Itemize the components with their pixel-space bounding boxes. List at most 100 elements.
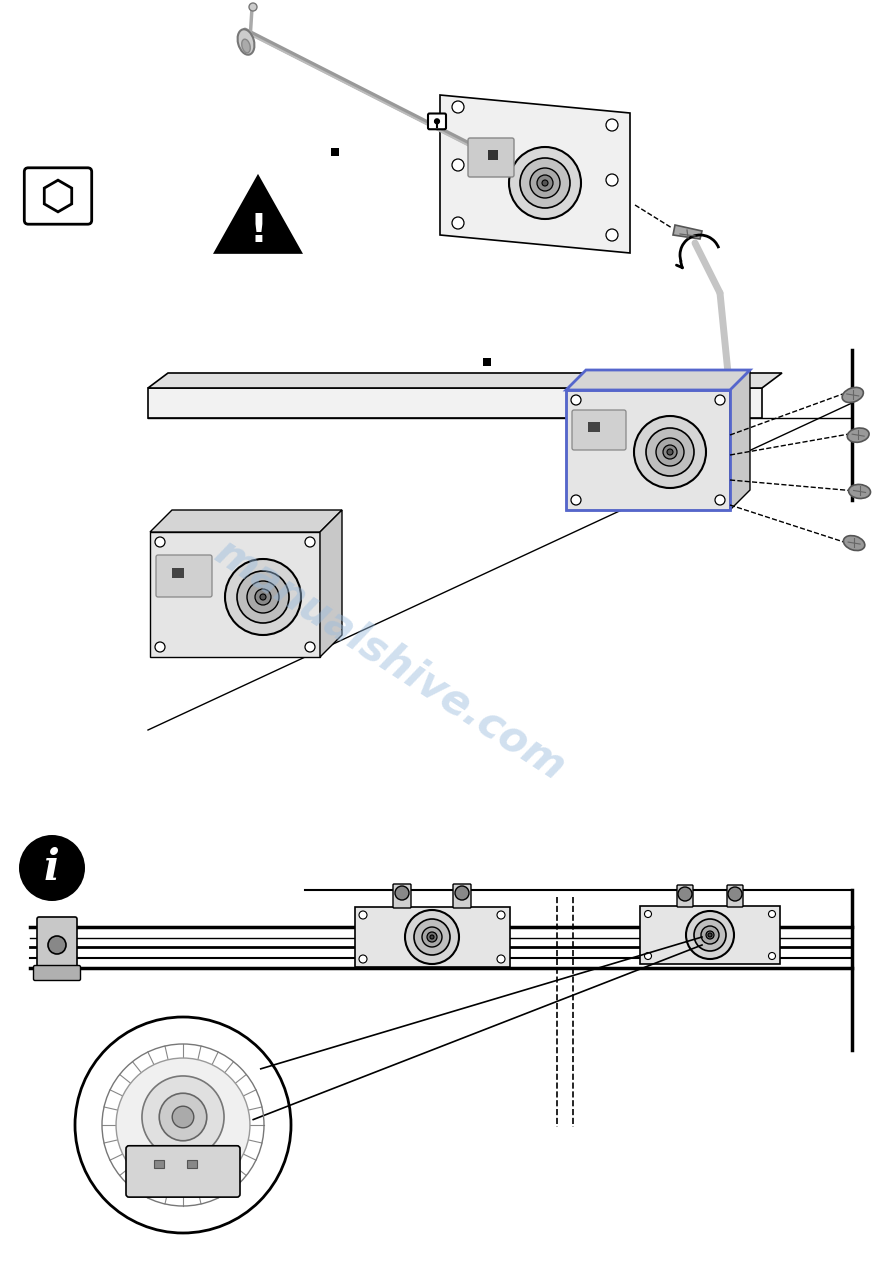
Circle shape <box>452 217 464 229</box>
Circle shape <box>606 119 618 131</box>
Circle shape <box>435 119 439 124</box>
Circle shape <box>667 450 673 455</box>
Ellipse shape <box>842 388 864 403</box>
Circle shape <box>728 887 742 901</box>
Circle shape <box>715 395 725 405</box>
Circle shape <box>48 936 66 954</box>
FancyBboxPatch shape <box>126 1146 240 1197</box>
FancyBboxPatch shape <box>468 138 514 177</box>
Circle shape <box>520 158 570 208</box>
Circle shape <box>142 1076 224 1158</box>
Circle shape <box>260 594 266 600</box>
Circle shape <box>606 174 618 186</box>
Circle shape <box>497 911 505 919</box>
Circle shape <box>414 919 450 955</box>
Circle shape <box>237 571 289 623</box>
Circle shape <box>247 581 279 613</box>
Circle shape <box>395 887 409 901</box>
Circle shape <box>19 835 85 901</box>
FancyBboxPatch shape <box>355 907 510 967</box>
Circle shape <box>225 560 301 635</box>
Ellipse shape <box>242 39 250 53</box>
Polygon shape <box>148 373 782 388</box>
Bar <box>187 1159 196 1167</box>
Circle shape <box>116 1058 250 1192</box>
Circle shape <box>509 147 581 218</box>
Ellipse shape <box>848 485 871 499</box>
Circle shape <box>249 3 257 11</box>
Polygon shape <box>566 370 750 390</box>
Circle shape <box>769 952 775 960</box>
Circle shape <box>155 537 165 547</box>
Polygon shape <box>320 510 342 657</box>
Text: manualshive.com: manualshive.com <box>207 530 573 789</box>
Circle shape <box>359 955 367 962</box>
Polygon shape <box>45 181 71 212</box>
Ellipse shape <box>238 29 255 54</box>
FancyBboxPatch shape <box>640 906 780 964</box>
Text: i: i <box>44 847 60 889</box>
Circle shape <box>455 887 469 901</box>
Circle shape <box>694 919 726 951</box>
Ellipse shape <box>847 428 869 442</box>
Bar <box>172 568 184 578</box>
FancyBboxPatch shape <box>677 885 693 907</box>
Circle shape <box>663 445 677 458</box>
Bar <box>588 422 600 432</box>
Circle shape <box>255 589 271 605</box>
Text: !: ! <box>249 212 267 250</box>
Bar <box>488 150 498 160</box>
Circle shape <box>155 642 165 652</box>
Circle shape <box>430 935 434 938</box>
Polygon shape <box>150 532 320 657</box>
Circle shape <box>305 642 315 652</box>
FancyBboxPatch shape <box>453 884 471 908</box>
Circle shape <box>359 911 367 919</box>
FancyBboxPatch shape <box>572 410 626 450</box>
Polygon shape <box>215 176 301 253</box>
Circle shape <box>686 911 734 959</box>
FancyBboxPatch shape <box>37 917 77 973</box>
Polygon shape <box>150 510 342 532</box>
Circle shape <box>159 1094 207 1140</box>
Polygon shape <box>440 95 630 253</box>
Circle shape <box>75 1017 291 1233</box>
Circle shape <box>606 229 618 241</box>
Bar <box>154 1159 164 1167</box>
FancyBboxPatch shape <box>156 554 212 597</box>
Circle shape <box>497 955 505 962</box>
FancyBboxPatch shape <box>393 884 411 908</box>
Circle shape <box>645 952 652 960</box>
Circle shape <box>701 926 719 943</box>
Circle shape <box>646 428 694 476</box>
Circle shape <box>452 159 464 171</box>
Bar <box>483 357 491 366</box>
Circle shape <box>172 1106 194 1128</box>
Circle shape <box>571 495 581 505</box>
Circle shape <box>405 911 459 964</box>
Circle shape <box>571 395 581 405</box>
FancyBboxPatch shape <box>428 114 446 129</box>
Circle shape <box>422 927 442 947</box>
Circle shape <box>530 168 560 198</box>
Polygon shape <box>730 370 750 510</box>
Polygon shape <box>673 225 702 239</box>
FancyBboxPatch shape <box>24 168 92 225</box>
FancyBboxPatch shape <box>727 885 743 907</box>
Circle shape <box>645 911 652 917</box>
Circle shape <box>542 181 548 186</box>
Circle shape <box>656 438 684 466</box>
Polygon shape <box>148 388 762 418</box>
Circle shape <box>452 101 464 112</box>
Circle shape <box>537 176 553 191</box>
Circle shape <box>769 911 775 917</box>
Circle shape <box>678 887 692 901</box>
Circle shape <box>708 933 712 937</box>
Polygon shape <box>566 390 730 510</box>
Circle shape <box>715 495 725 505</box>
Circle shape <box>706 931 714 938</box>
Bar <box>331 148 339 157</box>
Circle shape <box>634 416 706 488</box>
Circle shape <box>427 932 437 942</box>
Ellipse shape <box>844 536 864 551</box>
